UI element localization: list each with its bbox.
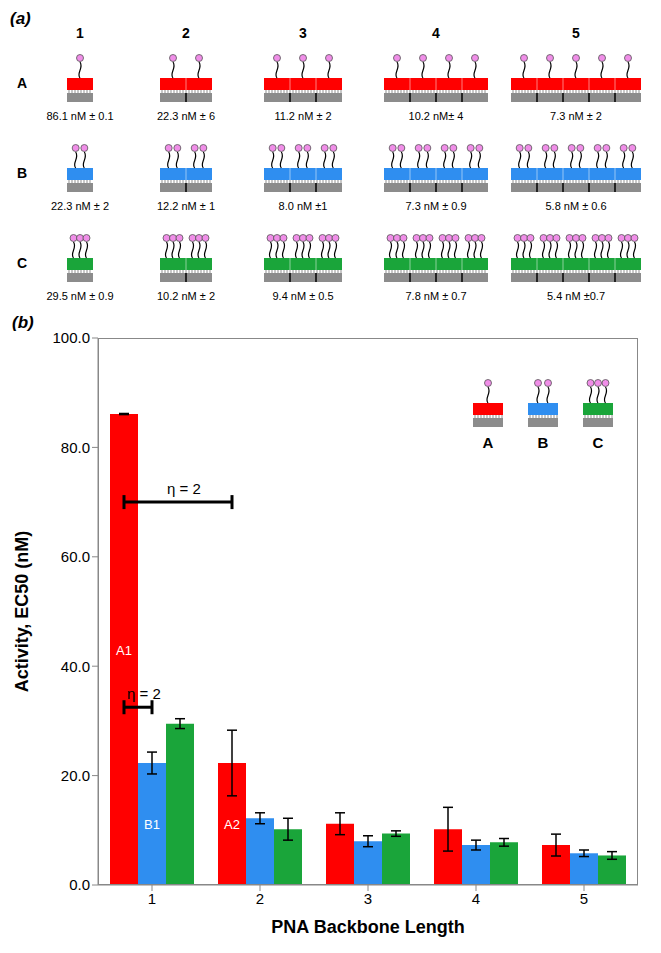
svg-text:7.8 nM ± 0.7: 7.8 nM ± 0.7 (405, 290, 466, 302)
svg-text:(a): (a) (10, 9, 31, 28)
svg-text:(b): (b) (12, 313, 34, 332)
svg-text:3: 3 (299, 25, 307, 41)
svg-text:9.4 nM ± 0.5: 9.4 nM ± 0.5 (272, 290, 333, 302)
svg-text:100.0: 100.0 (52, 329, 90, 346)
svg-text:0.0: 0.0 (69, 876, 90, 893)
svg-text:4: 4 (472, 890, 480, 907)
svg-text:5.8 nM ± 0.6: 5.8 nM ± 0.6 (545, 200, 606, 212)
svg-text:B: B (538, 434, 549, 451)
svg-text:A: A (483, 434, 494, 451)
svg-text:2: 2 (256, 890, 264, 907)
svg-text:1: 1 (76, 25, 84, 41)
svg-text:3: 3 (364, 890, 372, 907)
svg-text:12.2 nM ± 1: 12.2 nM ± 1 (157, 200, 215, 212)
svg-text:Activity, EC50 (nM): Activity, EC50 (nM) (12, 531, 32, 693)
svg-text:80.0: 80.0 (61, 439, 90, 456)
svg-text:A2: A2 (224, 817, 240, 832)
svg-text:1: 1 (148, 890, 156, 907)
svg-text:7.3 nM ± 2: 7.3 nM ± 2 (550, 110, 602, 122)
svg-text:4: 4 (432, 25, 440, 41)
svg-text:PNA Backbone Length: PNA Backbone Length (271, 917, 464, 937)
svg-text:10.2 nM ± 2: 10.2 nM ± 2 (157, 290, 215, 302)
svg-text:10.2 nM± 4: 10.2 nM± 4 (409, 110, 464, 122)
svg-text:η = 2: η = 2 (127, 685, 161, 702)
svg-text:22.3 nM ± 2: 22.3 nM ± 2 (51, 200, 109, 212)
svg-text:22.3 nM ± 6: 22.3 nM ± 6 (157, 110, 215, 122)
svg-text:5: 5 (572, 25, 580, 41)
svg-text:11.2 nM ± 2: 11.2 nM ± 2 (274, 110, 331, 122)
svg-text:A: A (17, 75, 27, 91)
svg-text:C: C (593, 434, 604, 451)
svg-text:5: 5 (580, 890, 588, 907)
svg-text:40.0: 40.0 (61, 658, 90, 675)
svg-text:86.1 nM ± 0.1: 86.1 nM ± 0.1 (46, 110, 113, 122)
svg-text:8.0 nM ±1: 8.0 nM ±1 (279, 200, 328, 212)
svg-text:7.3 nM ± 0.9: 7.3 nM ± 0.9 (405, 200, 466, 212)
svg-text:C: C (17, 255, 27, 271)
svg-text:η = 2: η = 2 (167, 480, 201, 497)
svg-text:20.0: 20.0 (61, 767, 90, 784)
svg-text:2: 2 (182, 25, 190, 41)
svg-text:B: B (17, 165, 27, 181)
svg-text:29.5 nM ± 0.9: 29.5 nM ± 0.9 (46, 290, 113, 302)
svg-text:A1: A1 (116, 643, 132, 658)
svg-text:60.0: 60.0 (61, 548, 90, 565)
svg-text:5.4 nM ±0.7: 5.4 nM ±0.7 (547, 290, 605, 302)
svg-text:B1: B1 (144, 817, 160, 832)
